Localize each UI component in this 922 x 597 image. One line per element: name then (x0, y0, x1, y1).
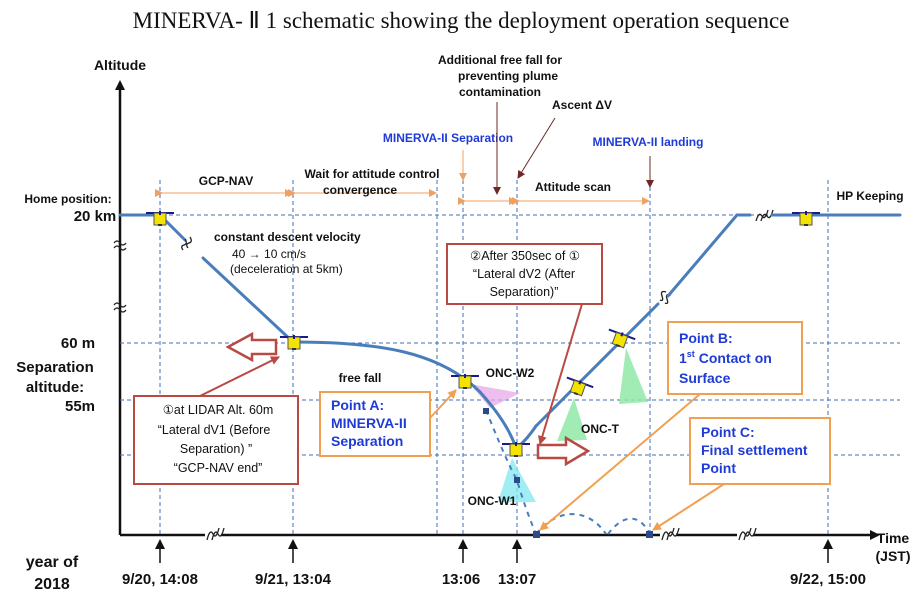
time-label-4: 13:07 (498, 571, 536, 588)
altitude-60m-label: 60 m (61, 335, 95, 352)
rover-marker-2 (514, 477, 520, 483)
camera-onc-t-label: ONC-T (581, 422, 620, 436)
phase-wait-label-line2: convergence (323, 183, 397, 197)
callout-dv1-line3: Separation) ” (180, 442, 252, 456)
trajectory-free-fall (478, 390, 518, 450)
point-c-line2: Final settlement (701, 442, 808, 458)
time-tick-1: 9/20, 14:08 (122, 539, 198, 588)
y-axis-label: Altitude (94, 57, 146, 73)
time-label-3: 13:06 (442, 571, 480, 588)
lateral-dv1-arrow (225, 331, 278, 363)
callout-point-c: Point C: Final settlement Point (652, 417, 831, 531)
time-label-1: 9/20, 14:08 (122, 571, 198, 588)
separation-altitude-line2: altitude: (26, 379, 84, 396)
phase-wait-label-line1: Wait for attitude control (305, 167, 440, 181)
event-extra-line3: contamination (459, 85, 541, 99)
separation-altitude-line1: Separation (16, 359, 94, 376)
callout-lateral-dv1: ①at LIDAR Alt. 60m “Lateral dV1 (Before … (133, 356, 299, 485)
free-fall-label: free fall (339, 371, 382, 385)
time-label-5: 9/22, 15:00 (790, 571, 866, 588)
phase-attitude-scan: Attitude scan (512, 180, 650, 205)
diagram-title: MINERVA- Ⅱ 1 schematic showing the deplo… (133, 8, 790, 33)
x-axis-break-3 (737, 527, 757, 543)
descent-line3: (deceleration at 5km) (230, 262, 343, 276)
callout-point-b: Point B: 1st Contact on Surface (539, 321, 803, 531)
x-axis-break-2 (660, 527, 680, 543)
point-b-line3: Surface (679, 370, 731, 386)
event-ascent-label: Ascent ΔV (552, 98, 612, 112)
lateral-dv2-arrow (536, 435, 591, 467)
spacecraft-icon-hp-keeping (791, 210, 821, 226)
event-extra-line1: Additional free fall for (438, 53, 562, 67)
svg-text:1st Contact on: 1st Contact on (679, 349, 772, 366)
event-ascent-arrow (517, 117, 556, 179)
phase-gcp-nav: GCP-NAV (155, 174, 293, 197)
callout-point-a: Point A: MINERVA-II Separation (319, 389, 457, 457)
phase-gcp-nav-label: GCP-NAV (199, 174, 253, 188)
descent-line1: constant descent velocity (214, 230, 361, 244)
point-a-line2: MINERVA-II (331, 415, 407, 431)
point-a-line1: Point A: (331, 397, 384, 413)
event-separation-label: MINERVA-II Separation (383, 131, 513, 145)
onc-t-cone-1 (557, 398, 587, 441)
onc-w2-cone (470, 384, 520, 408)
phase-wait: Wait for attitude control convergence (288, 167, 440, 197)
x-axis-label: Time (877, 530, 910, 546)
camera-onc-w1-label: ONC-W1 (468, 494, 517, 508)
trajectory-break-2 (659, 290, 667, 302)
event-landing-label: MINERVA-II landing (593, 135, 704, 149)
time-tick-3: 13:06 (442, 539, 480, 588)
point-c-line1: Point C: (701, 424, 755, 440)
home-position-label: Home position: (24, 192, 111, 206)
spacecraft-icon-lowest (501, 441, 531, 457)
callout-dv1-line1: ①at LIDAR Alt. 60m (163, 403, 274, 417)
point-b-superscript: st (687, 349, 695, 359)
callout-dv1-line4: “GCP-NAV end” (174, 461, 263, 475)
rover-bounce-2 (607, 517, 651, 535)
time-tick-5: 9/22, 15:00 (790, 539, 866, 588)
descent-line2: 40 → 10 cm/s (232, 247, 306, 261)
rover-marker-1 (483, 408, 489, 414)
event-extra-line2: preventing plume (458, 69, 558, 83)
callout-lateral-dv2: ②After 350sec of ① “Lateral dV2 (After S… (446, 243, 603, 445)
callout-dv2-line2: “Lateral dV2 (After (473, 267, 575, 281)
trajectory-descent (201, 256, 295, 344)
rover-marker-point-b (533, 531, 540, 538)
y-axis-break-top (113, 240, 127, 251)
point-b-line2-rest: Contact on (695, 350, 772, 366)
rover-marker-point-c (646, 531, 653, 538)
callout-dv1-line2: “Lateral dV1 (Before (158, 423, 271, 437)
x-axis-unit: (JST) (876, 548, 911, 564)
x-axis-break-1 (205, 527, 225, 543)
home-altitude-label: 20 km (74, 208, 117, 225)
phase-hp-keeping-label: HP Keeping (836, 189, 903, 203)
camera-onc-w2-label: ONC-W2 (486, 366, 535, 380)
trajectory-descent-start (161, 216, 187, 242)
separation-altitude-line3: 55m (65, 398, 95, 415)
time-tick-4: 13:07 (498, 539, 536, 588)
point-a-line3: Separation (331, 433, 403, 449)
trajectory-return (666, 213, 739, 298)
onc-t-cone-2 (619, 348, 648, 404)
y-axis-break-bottom (113, 302, 127, 313)
trajectory-ascent (534, 302, 660, 428)
point-b-line1: Point B: (679, 330, 733, 346)
callout-dv2-line3: Separation)” (490, 285, 559, 299)
callout-dv2-line1: ②After 350sec of ① (470, 249, 580, 263)
trajectory-break-1 (181, 238, 187, 251)
year-label-line2: 2018 (34, 576, 70, 593)
time-tick-2: 9/21, 13:04 (255, 539, 332, 588)
point-b-line2: 1 (679, 350, 687, 366)
phase-attitude-scan-label: Attitude scan (535, 180, 611, 194)
time-label-2: 9/21, 13:04 (255, 571, 332, 588)
trajectory-hover (291, 340, 482, 394)
year-label-line1: year of (26, 554, 79, 571)
point-c-line3: Point (701, 460, 736, 476)
